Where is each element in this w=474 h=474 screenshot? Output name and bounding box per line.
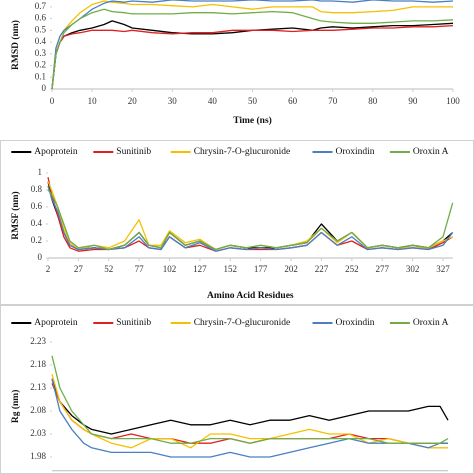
x-tick-label: 52 bbox=[104, 264, 113, 274]
y-tick-label: 0.3 bbox=[35, 48, 47, 58]
panel-border bbox=[0, 140, 474, 305]
y-tick-label: 0.8 bbox=[31, 184, 43, 194]
x-tick-label: 40 bbox=[208, 96, 218, 106]
y-axis-title: RMSF (nm) bbox=[10, 191, 21, 239]
legend-label: Chrysin-7-O-glucuronide bbox=[194, 318, 291, 328]
y-tick-label: 0.5 bbox=[35, 24, 47, 34]
legend-label: Oroxindin bbox=[336, 147, 375, 157]
series-line bbox=[51, 0, 453, 90]
y-tick-label: 0.1 bbox=[35, 71, 46, 81]
series-line bbox=[47, 189, 454, 251]
y-tick-label: 0.2 bbox=[35, 60, 46, 70]
y-tick-label: 0 bbox=[38, 252, 43, 262]
legend-label: Oroxin A bbox=[413, 318, 449, 328]
legend-label: Sunitinib bbox=[116, 318, 151, 328]
series-line bbox=[47, 181, 454, 251]
x-tick-label: 177 bbox=[254, 264, 268, 274]
x-tick-label: 302 bbox=[406, 264, 420, 274]
x-tick-label: 100 bbox=[446, 96, 460, 106]
y-tick-label: 2.13 bbox=[30, 382, 46, 392]
x-tick-label: 70 bbox=[328, 96, 338, 106]
x-tick-label: 30 bbox=[168, 96, 178, 106]
series-line bbox=[51, 24, 454, 90]
x-tick-label: 227 bbox=[315, 264, 329, 274]
y-tick-label: 1 bbox=[38, 167, 43, 177]
legend-label: Oroxin A bbox=[413, 147, 449, 157]
x-tick-label: 80 bbox=[368, 96, 378, 106]
y-tick-label: 1.98 bbox=[30, 451, 46, 461]
legend-label: Oroxindin bbox=[336, 318, 375, 328]
y-tick-label: 0.6 bbox=[31, 201, 43, 211]
y-tick-label: 0.7 bbox=[35, 1, 47, 11]
legend-label: Chrysin-7-O-glucuronide bbox=[194, 147, 291, 157]
x-tick-label: 202 bbox=[284, 264, 298, 274]
y-tick-label: 2.18 bbox=[30, 359, 46, 369]
y-tick-label: 2.08 bbox=[30, 405, 46, 415]
series-line bbox=[51, 378, 448, 458]
series-line bbox=[47, 177, 454, 252]
x-tick-label: 127 bbox=[193, 264, 207, 274]
y-tick-label: 0.4 bbox=[35, 36, 47, 46]
x-tick-label: 50 bbox=[248, 96, 258, 106]
x-tick-label: 77 bbox=[135, 264, 145, 274]
x-axis-title: Amino Acid Residues bbox=[207, 291, 294, 301]
x-tick-label: 27 bbox=[74, 264, 84, 274]
panel-border bbox=[0, 305, 474, 474]
legend-label: Apoprotein bbox=[34, 147, 78, 157]
legend-label: Sunitinib bbox=[116, 147, 151, 157]
y-tick-label: 0.4 bbox=[31, 218, 43, 228]
x-tick-label: 10 bbox=[88, 96, 98, 106]
x-tick-label: 2 bbox=[46, 264, 51, 274]
series-line bbox=[51, 20, 454, 90]
x-tick-label: 0 bbox=[50, 96, 55, 106]
y-axis-title: RMSD (nm) bbox=[10, 20, 21, 70]
y-tick-label: 0 bbox=[42, 83, 47, 93]
x-tick-label: 102 bbox=[163, 264, 177, 274]
series-line bbox=[47, 181, 453, 251]
series-line bbox=[47, 185, 454, 252]
y-tick-label: 2.23 bbox=[30, 336, 46, 346]
series-line bbox=[51, 8, 454, 90]
x-tick-label: 252 bbox=[345, 264, 359, 274]
x-tick-label: 277 bbox=[375, 264, 389, 274]
x-tick-label: 152 bbox=[224, 264, 238, 274]
y-tick-label: 0.6 bbox=[35, 13, 47, 23]
x-axis-title: Time (ns) bbox=[233, 115, 272, 126]
legend-label: Apoprotein bbox=[34, 318, 78, 328]
y-tick-label: 2.03 bbox=[30, 428, 46, 438]
y-axis-title: Rg (nm) bbox=[10, 390, 21, 424]
x-tick-label: 20 bbox=[128, 96, 138, 106]
series-line bbox=[51, 355, 449, 444]
x-tick-label: 60 bbox=[288, 96, 298, 106]
x-tick-label: 327 bbox=[436, 264, 450, 274]
x-tick-label: 90 bbox=[408, 96, 418, 106]
y-tick-label: 0.2 bbox=[31, 235, 42, 245]
series-line bbox=[51, 378, 449, 435]
